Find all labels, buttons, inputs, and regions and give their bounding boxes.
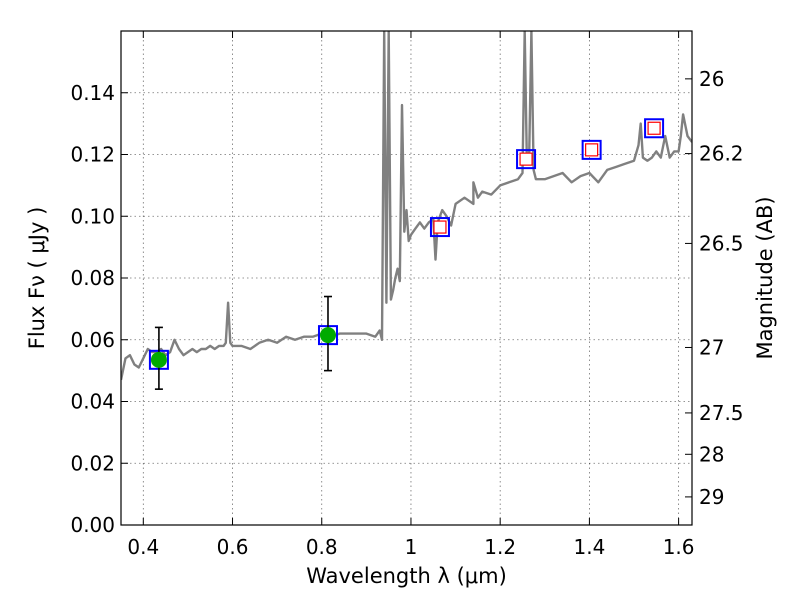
- y-axis-label-right: Magnitude (AB): [753, 196, 777, 359]
- y-tick-label: 0.04: [70, 390, 115, 414]
- right-tick-label: 29: [699, 485, 724, 509]
- model-point: [644, 118, 665, 139]
- y-tick-label: 0.12: [70, 143, 115, 167]
- right-tick-label: 26.5: [699, 231, 744, 255]
- upper-limit-point: [647, 121, 661, 135]
- right-tick-label: 26.2: [699, 142, 744, 166]
- detection-point: [150, 351, 167, 368]
- plot-area: [121, 31, 692, 390]
- y-tick-label: 0.10: [70, 204, 115, 228]
- x-tick-label: 1.2: [484, 535, 516, 559]
- y-axis-left: 0.00 0.02 0.04 0.06 0.08 0.10 0.12 0.14: [70, 81, 128, 537]
- model-point: [581, 139, 602, 160]
- x-tick-label: 0.6: [217, 535, 249, 559]
- x-tick-label: 0.8: [306, 535, 338, 559]
- x-tick-label: 1: [405, 535, 418, 559]
- x-tick-label: 0.4: [127, 535, 159, 559]
- y-tick-label: 0.14: [70, 81, 115, 105]
- x-axis-label: Wavelength λ (μm): [306, 564, 507, 588]
- x-tick-label: 1.6: [663, 535, 695, 559]
- right-tick-label: 27: [699, 335, 724, 359]
- spectrum-line: [121, 31, 692, 381]
- x-axis: 0.4 0.6 0.8 1 1.2 1.4 1.6: [127, 31, 695, 559]
- y-tick-label: 0.06: [70, 328, 115, 352]
- upper-limit-point: [433, 220, 447, 234]
- right-tick-label: 26: [699, 67, 724, 91]
- right-tick-label: 27.5: [699, 401, 744, 425]
- y-tick-label: 0.02: [70, 451, 115, 475]
- right-tick-label: 28: [699, 442, 724, 466]
- upper-limit-point: [519, 152, 533, 166]
- model-point: [429, 217, 450, 238]
- y-axis-right: 26 26.2 26.5 27 27.5 28 29: [685, 67, 744, 509]
- detection-point: [319, 327, 336, 344]
- x-tick-label: 1.4: [573, 535, 605, 559]
- model-point: [516, 149, 537, 170]
- y-tick-label: 0.08: [70, 266, 115, 290]
- y-axis-label-left: Flux Fν ( μJy ): [25, 207, 49, 350]
- grid: [121, 31, 692, 525]
- y-tick-label: 0.00: [70, 513, 115, 537]
- upper-limit-point: [585, 143, 599, 157]
